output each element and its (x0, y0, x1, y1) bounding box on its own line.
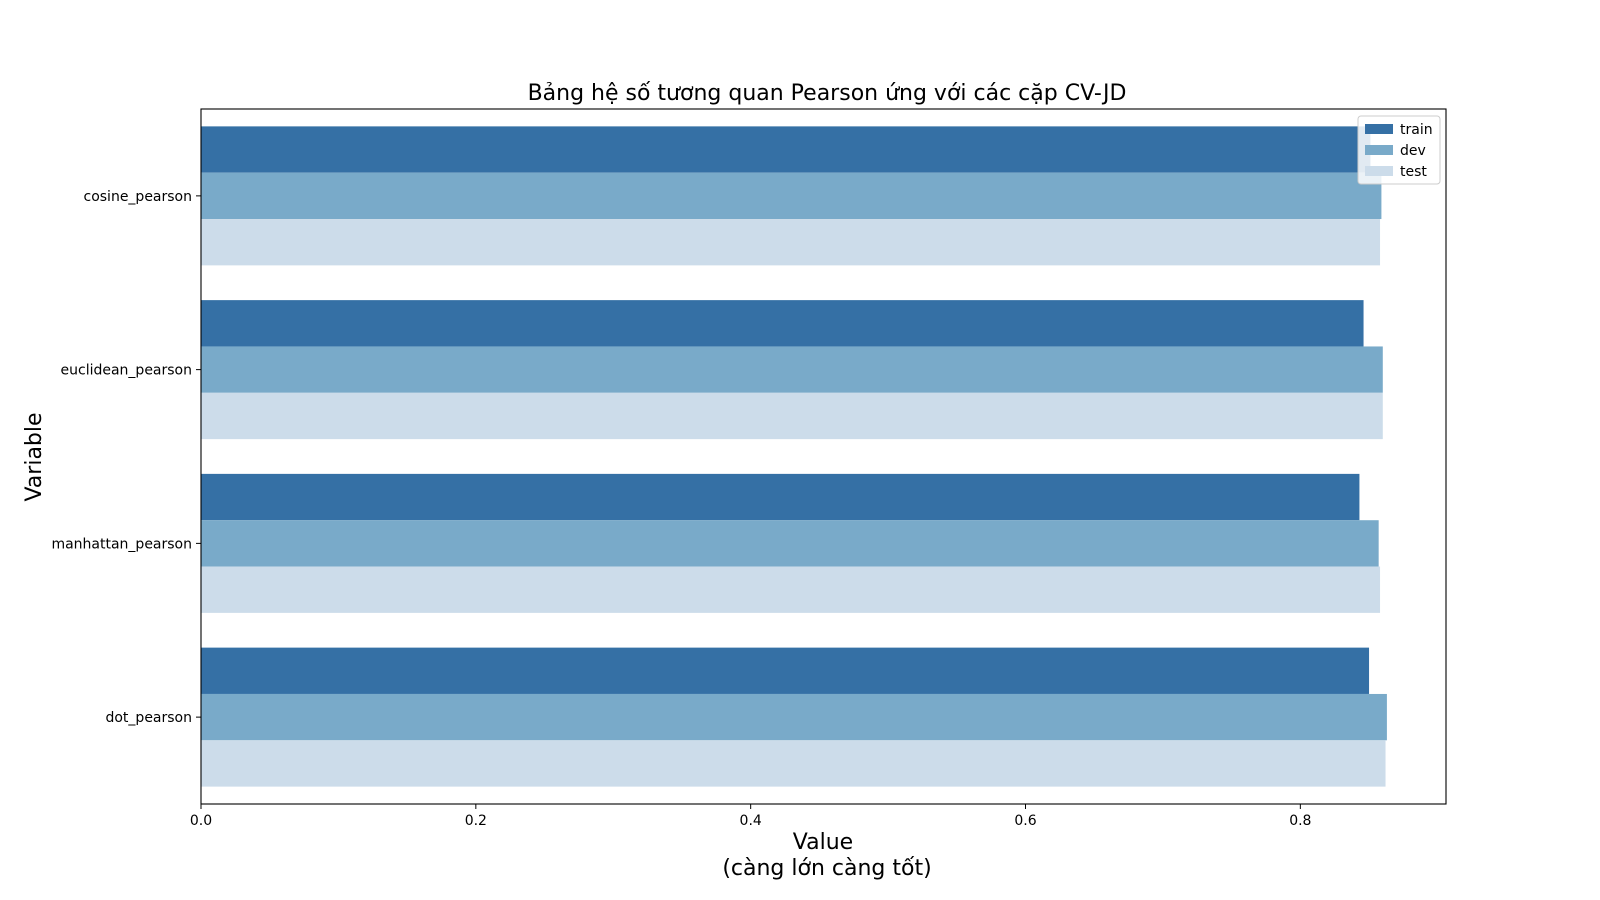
legend: train dev test (1357, 115, 1441, 185)
bar-euclidean_pearson-test (201, 392, 1383, 440)
chart-title: Bảng hệ số tương quan Pearson ứng với cá… (528, 81, 1127, 106)
x-tick-label: 0.4 (740, 813, 762, 829)
bar-cosine_pearson-test (201, 219, 1381, 266)
bar-manhattan_pearson-train (201, 473, 1360, 521)
x-axis-ticks: 0.0 0.2 0.4 0.6 0.8 (190, 804, 1311, 829)
y-axis-ticks: cosine_pearson euclidean_pearson manhattan… (51, 189, 201, 726)
x-tick-label: 0.0 (190, 813, 212, 829)
x-tick-label: 0.8 (1289, 813, 1311, 829)
bar-manhattan_pearson-test (201, 566, 1381, 613)
bar-euclidean_pearson-train (201, 300, 1364, 347)
x-axis-label: Value (793, 830, 853, 855)
legend-label-test: test (1400, 164, 1427, 180)
bar-cosine_pearson-dev (201, 172, 1382, 220)
x-axis-sublabel: (càng lớn càng tốt) (722, 856, 931, 881)
y-tick-label: manhattan_pearson (51, 536, 192, 552)
y-tick-label: dot_pearson (105, 710, 192, 726)
bar-euclidean_pearson-dev (201, 346, 1383, 393)
y-tick-label: euclidean_pearson (61, 363, 192, 379)
bar-manhattan_pearson-dev (201, 520, 1379, 567)
legend-swatch-test (1365, 166, 1393, 176)
legend-label-train: train (1400, 122, 1433, 138)
y-axis-label: Variable (22, 412, 47, 501)
legend-label-dev: dev (1400, 143, 1426, 159)
bar-dot_pearson-test (201, 740, 1386, 787)
x-tick-label: 0.6 (1014, 813, 1036, 829)
plot-frame (200, 108, 1447, 805)
legend-swatch-train (1365, 124, 1393, 134)
bar-cosine_pearson-train (201, 126, 1371, 173)
x-tick-label: 0.2 (465, 813, 487, 829)
bars-layer (201, 126, 1387, 787)
legend-swatch-dev (1365, 145, 1393, 155)
bar-dot_pearson-train (201, 647, 1370, 694)
y-tick-label: cosine_pearson (84, 189, 193, 205)
bar-dot_pearson-dev (201, 693, 1387, 741)
